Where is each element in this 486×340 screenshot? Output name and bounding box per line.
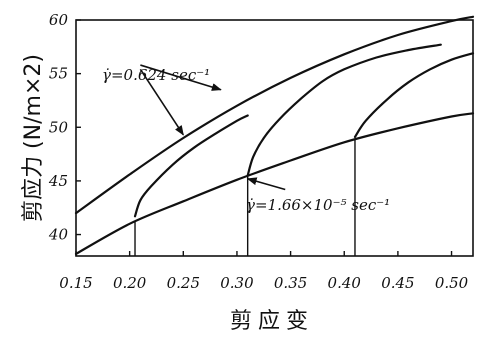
annotation-arrow (246, 177, 286, 191)
x-ticks: 0.15 0.20 0.25 0.30 0.35 0.40 0.45 0.50 (59, 251, 469, 292)
y-ticks: 40 45 50 55 60 (48, 11, 81, 244)
annotation-rate-low: γ̇=1.66×10⁻⁵ sec⁻¹ (246, 196, 390, 214)
x-tick-label: 0.25 (167, 274, 200, 292)
x-tick-label: 0.45 (381, 274, 414, 292)
annotation-arrows (139, 64, 286, 191)
y-tick-label: 40 (48, 226, 69, 244)
y-axis-label: 剪应力 (N/m×2) (21, 54, 46, 222)
series-line (246, 43, 442, 177)
x-tick-label: 0.20 (113, 274, 147, 292)
y-tick-label: 60 (49, 11, 69, 29)
annotation-arrow (140, 64, 222, 91)
series-line (133, 114, 249, 218)
series-line (74, 15, 475, 215)
annotation-arrow (139, 68, 184, 136)
series-line (74, 112, 475, 255)
x-tick-label: 0.30 (220, 274, 254, 292)
x-tick-label: 0.15 (59, 274, 92, 292)
y-tick-label: 50 (49, 118, 69, 136)
series-line (353, 52, 475, 138)
annotation-rate-high: γ̇=0.624 sec⁻¹ (102, 66, 210, 84)
y-axis-title: 剪应力 (N/m×2) (21, 54, 46, 222)
x-tick-label: 0.40 (328, 274, 362, 292)
x-tick-label: 0.35 (274, 274, 307, 292)
x-tick-label: 0.50 (435, 274, 469, 292)
x-axis-label: 剪应变 (230, 309, 314, 334)
y-tick-label: 45 (48, 172, 68, 190)
series-group (74, 15, 475, 255)
drop-lines (134, 139, 356, 256)
plot-frame (75, 19, 474, 257)
y-tick-label: 55 (49, 65, 68, 83)
